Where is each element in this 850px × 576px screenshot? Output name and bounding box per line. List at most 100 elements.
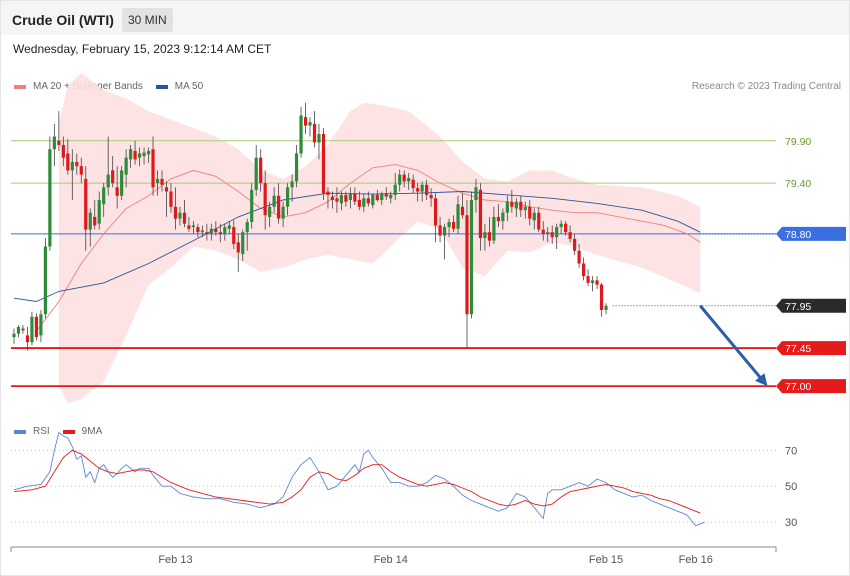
legend-rsi-ma-label: 9MA [81, 426, 103, 437]
candle-body [173, 206, 178, 219]
candle-body [146, 150, 151, 155]
candle-body [564, 223, 568, 233]
candle-body [362, 198, 366, 207]
candle-body [97, 200, 101, 224]
candle-body [442, 227, 447, 236]
candle-body [93, 216, 97, 226]
candle-body [317, 134, 321, 143]
candle-body [371, 194, 375, 206]
candle-body [155, 178, 160, 184]
level-tag-support [776, 341, 846, 356]
candle-body [590, 280, 595, 283]
candle-body [416, 188, 420, 192]
candle-body [236, 242, 240, 253]
candle-body [169, 191, 173, 207]
rsi-swatch [14, 429, 26, 434]
forecast-arrow-head [755, 373, 768, 387]
candle-body [420, 184, 424, 192]
candle-body [599, 284, 604, 310]
candle-body [79, 166, 83, 175]
legend-rsi-label: RSI [33, 426, 50, 437]
candle-body [384, 193, 388, 197]
candle-body [75, 161, 79, 167]
level-tag-last [776, 298, 846, 313]
x-tick-label: Feb 13 [158, 554, 192, 566]
candle-body [451, 222, 456, 229]
candle-body [581, 263, 586, 277]
x-tick-label: Feb 15 [589, 554, 623, 566]
candle-body [160, 178, 164, 185]
candle-body [196, 227, 200, 233]
candle-body [142, 152, 146, 156]
ma50-swatch [155, 84, 168, 89]
candle-body [465, 215, 469, 315]
candle-body [519, 201, 523, 211]
candle-body [209, 228, 213, 234]
ma20-swatch [14, 84, 26, 89]
candle-body [151, 149, 155, 188]
candle-body [375, 194, 379, 200]
candle-body [84, 178, 88, 230]
candle-body [595, 280, 599, 285]
candle-body [124, 157, 128, 175]
candle-body [312, 123, 317, 143]
rsi-line [13, 431, 705, 527]
level-label-78.80: 78.80 [785, 229, 811, 241]
candle-body [294, 153, 299, 182]
candle-body [52, 136, 56, 150]
candle-body [232, 227, 236, 244]
candle-body [303, 117, 308, 126]
candle-body [447, 222, 451, 228]
candle-body [137, 153, 142, 158]
candle-body [43, 246, 47, 315]
instrument-title: Crude Oil (WTI) [12, 12, 114, 28]
candle-body [339, 194, 344, 204]
candle-body [438, 225, 442, 236]
candle-body [402, 174, 406, 182]
candle-body [496, 216, 500, 222]
candle-body [487, 232, 492, 241]
candle-body [66, 153, 70, 171]
candle-body [366, 198, 370, 204]
candle-body [250, 189, 254, 222]
candle-body [483, 232, 487, 239]
candle-body [474, 187, 478, 200]
candle-body [223, 227, 227, 234]
candle-body [555, 227, 559, 238]
candle-body [111, 170, 115, 184]
candle-body [25, 335, 30, 343]
legend-ma50-label: MA 50 [174, 81, 204, 92]
candle-body [277, 195, 281, 219]
candle-body [285, 187, 290, 207]
credit-text: Research © 2023 Trading Central [691, 81, 841, 92]
candle-body [429, 194, 433, 199]
candle-body [187, 225, 191, 229]
legend-rsi: RSI 9MA [14, 426, 102, 437]
candle-body [586, 276, 590, 283]
candle-body [268, 206, 272, 217]
candle-body [299, 115, 303, 154]
forecast-arrow-shaft [699, 304, 764, 382]
candle-body [407, 178, 411, 182]
candle-body [214, 228, 218, 233]
level-label-79.90: 79.90 [785, 136, 811, 148]
timeframe-badge[interactable]: 30 MIN [122, 8, 173, 32]
ma20-line [36, 164, 701, 332]
candle-body [272, 195, 276, 207]
candle-body [254, 157, 258, 190]
candle-body [263, 183, 267, 216]
candle-body [501, 212, 505, 222]
candle-body [200, 230, 204, 233]
rsi-ma-swatch [62, 429, 75, 434]
candle-body [460, 206, 465, 216]
candle-body [178, 212, 182, 219]
candle-body [241, 232, 245, 255]
x-tick-label: Feb 16 [679, 554, 713, 566]
candle-body [70, 161, 74, 171]
level-label-77.95: 77.95 [785, 301, 811, 313]
candle-body [191, 225, 195, 228]
rsi-tick-label: 70 [785, 445, 797, 457]
rsi-ma-line [13, 449, 701, 514]
candle-body [532, 212, 536, 221]
candle-body [478, 189, 483, 239]
